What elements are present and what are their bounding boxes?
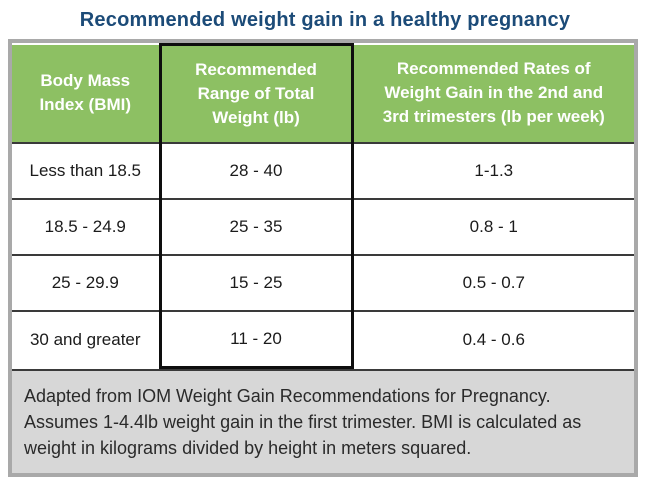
pregnancy-weight-gain-infographic: Recommended weight gain in a healthy pre… — [0, 9, 650, 480]
cell-weekly-rate: 0.4 - 0.6 — [352, 310, 634, 368]
cell-bmi: 30 and greater — [12, 310, 160, 368]
cell-weight-range: 15 - 25 — [158, 254, 354, 311]
column-header-bmi: Body Mass Index (BMI) — [12, 44, 160, 143]
cell-bmi: 18.5 - 24.9 — [12, 198, 160, 255]
cell-weight-range: 11 - 20 — [158, 310, 354, 369]
header-line: Recommended — [195, 60, 317, 79]
table-row: Less than 18.5 28 - 40 1-1.3 — [12, 142, 634, 199]
cell-weight-range: 28 - 40 — [158, 142, 354, 199]
header-line: Range of Total — [197, 84, 315, 103]
weight-gain-table: Body Mass Index (BMI) Recommended Range … — [12, 43, 634, 369]
cell-weekly-rate: 0.5 - 0.7 — [352, 254, 634, 311]
cell-weekly-rate: 1-1.3 — [352, 142, 634, 199]
header-line: 3rd trimesters (lb per week) — [382, 107, 605, 127]
footnote-line: Assumes 1-4.4lb weight gain in the first… — [24, 412, 582, 432]
table-row: 18.5 - 24.9 25 - 35 0.8 - 1 — [12, 198, 634, 255]
footnote: Adapted from IOM Weight Gain Recommendat… — [12, 369, 634, 473]
header-line: Weight (lb) — [212, 108, 300, 127]
header-line: Index (BMI) — [39, 95, 132, 115]
cell-weight-range: 25 - 35 — [158, 198, 354, 255]
cell-bmi: 25 - 29.9 — [12, 254, 160, 311]
column-header-weekly-rate: Recommended Rates of Weight Gain in the … — [352, 44, 634, 143]
cell-bmi: Less than 18.5 — [12, 142, 160, 199]
column-header-total-weight-range-highlighted: Recommended Range of Total Weight (lb) — [158, 43, 354, 143]
weight-gain-table-container: Body Mass Index (BMI) Recommended Range … — [8, 39, 638, 477]
header-line: Body Mass — [40, 71, 131, 91]
cell-weekly-rate: 0.8 - 1 — [352, 198, 634, 255]
header-line: Recommended Rates of — [396, 59, 591, 79]
header-line: Weight Gain in the 2nd and — [384, 83, 604, 103]
page-title: Recommended weight gain in a healthy pre… — [79, 9, 571, 31]
header-row: Body Mass Index (BMI) Recommended Range … — [12, 43, 634, 143]
table-row: 30 and greater 11 - 20 0.4 - 0.6 — [12, 310, 634, 369]
table-row: 25 - 29.9 15 - 25 0.5 - 0.7 — [12, 254, 634, 311]
footnote-line: Adapted from IOM Weight Gain Recommendat… — [24, 386, 551, 406]
footnote-line: weight in kilograms divided by height in… — [24, 438, 472, 458]
